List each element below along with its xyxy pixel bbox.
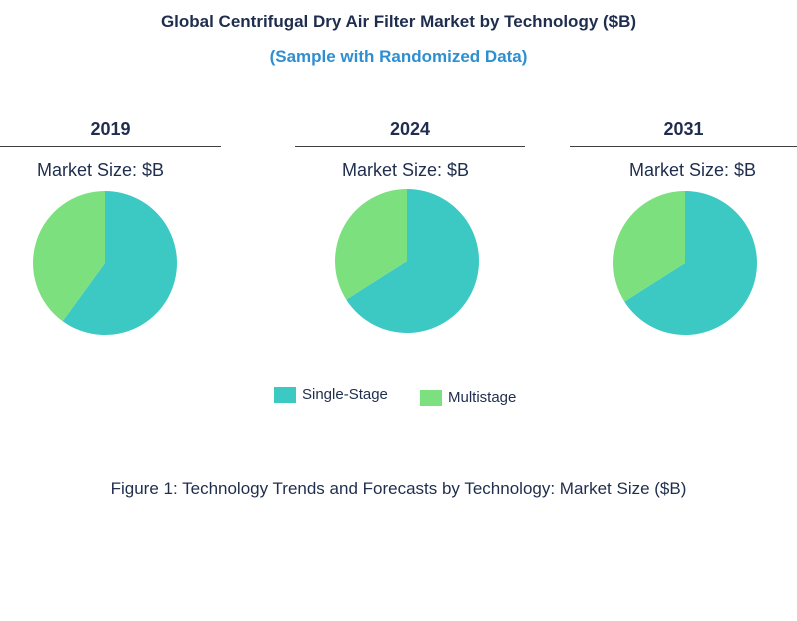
pie-slice-multistage	[613, 191, 685, 302]
chart-subtitle: (Sample with Randomized Data)	[269, 47, 528, 66]
legend-label: Single-Stage	[302, 386, 388, 403]
pie-chart-2031	[613, 191, 758, 335]
panel-2024: 2024 Market Size: $B	[295, 116, 525, 180]
pie-slice-single-stage	[346, 189, 480, 333]
panel-year-label: 2031	[663, 119, 704, 139]
panel-divider	[0, 146, 221, 147]
market-size-label: Market Size: $B	[342, 160, 470, 180]
figure-caption: Figure 1: Technology Trends and Forecast…	[110, 479, 687, 498]
market-size-label: Market Size: $B	[37, 160, 165, 180]
pie-chart-2024	[335, 189, 480, 333]
panel-divider	[295, 146, 525, 147]
legend-label: Multistage	[448, 389, 517, 406]
legend-item-multistage: Multistage	[420, 389, 516, 406]
pie-slice-multistage	[32, 191, 105, 322]
legend-swatch-single-stage	[274, 386, 296, 403]
legend-swatch-multistage	[420, 389, 442, 406]
panel-2031: 2031 Market Size: $B	[570, 116, 797, 180]
pie-slice-single-stage	[624, 191, 758, 335]
pie-slice-multistage	[335, 189, 407, 300]
pie-chart-2019	[32, 191, 177, 335]
chart-title: Global Centrifugal Dry Air Filter Market…	[160, 12, 637, 31]
panel-2019: 2019 Market Size: $B	[0, 116, 221, 180]
panel-year-label: 2019	[90, 119, 131, 139]
legend-item-single-stage: Single-Stage	[274, 386, 388, 403]
pie-slice-single-stage	[62, 191, 177, 335]
market-size-label: Market Size: $B	[629, 160, 757, 180]
panel-divider	[570, 146, 797, 147]
panel-year-label: 2024	[389, 119, 431, 139]
